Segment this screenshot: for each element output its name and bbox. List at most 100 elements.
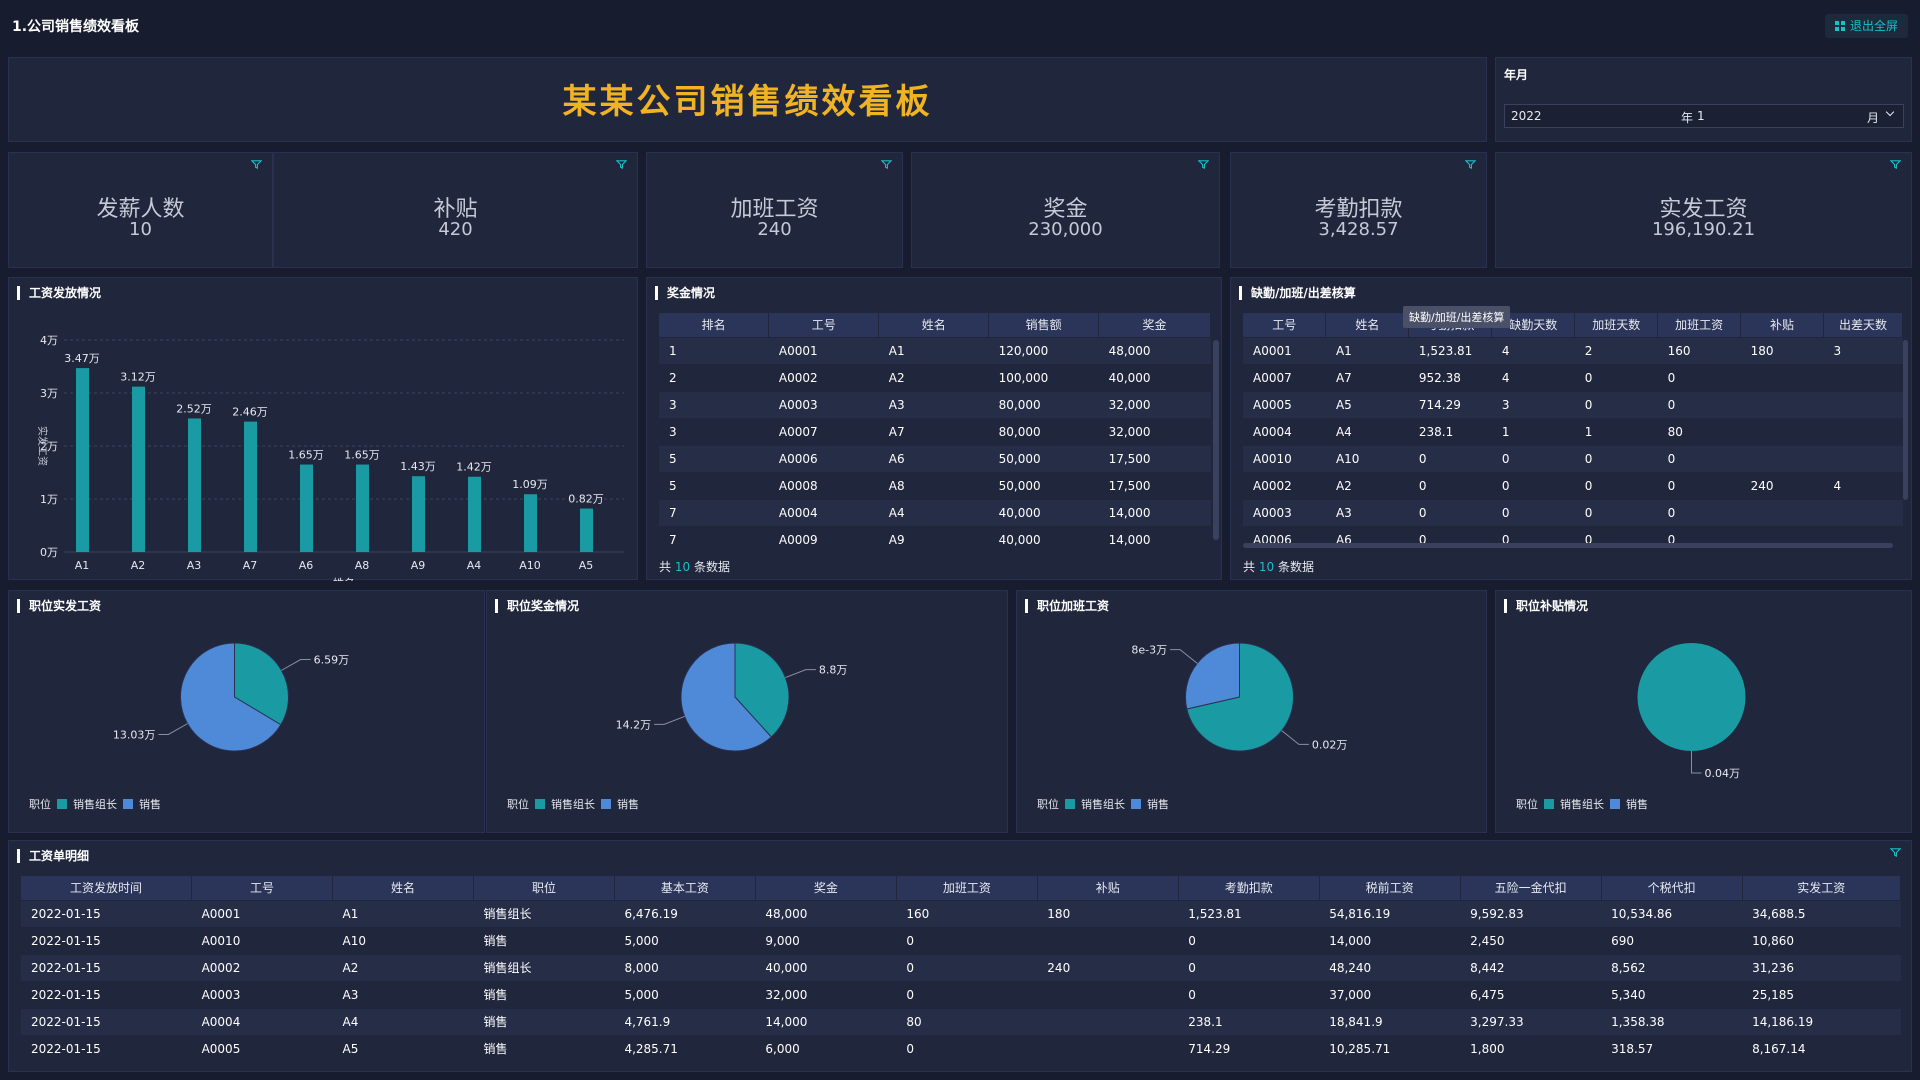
column-header[interactable]: 加班工资 (1657, 313, 1742, 337)
column-header[interactable]: 实发工资 (1742, 876, 1901, 900)
legend-item[interactable]: 销售组长 (1081, 798, 1125, 811)
bar[interactable] (580, 508, 593, 552)
pie-legend: 职位 销售组长 销售 (507, 796, 639, 812)
column-header[interactable]: 姓名 (332, 876, 474, 900)
pie-slice[interactable] (234, 642, 289, 726)
bar[interactable] (412, 476, 425, 552)
table-row[interactable]: 5 A0008 A8 50,000 17,500 (659, 471, 1211, 499)
table-row[interactable]: 3 A0003 A3 80,000 32,000 (659, 390, 1211, 418)
legend-item[interactable]: 销售 (139, 798, 161, 811)
legend-item[interactable]: 销售组长 (73, 798, 117, 811)
legend-item[interactable]: 销售组长 (551, 798, 595, 811)
x-tick-label: A9 (411, 559, 426, 572)
filter-icon[interactable] (1890, 159, 1901, 170)
column-header[interactable]: 基本工资 (614, 876, 756, 900)
table-row[interactable]: 2022-01-15 A0004 A4 销售 4,761.9 14,000 80 238.1 1… (21, 1007, 1901, 1035)
legend-title: 职位 (1037, 798, 1059, 811)
column-header[interactable]: 工资发放时间 (21, 876, 193, 900)
bar[interactable] (132, 386, 145, 552)
column-header[interactable]: 工号 (768, 313, 880, 337)
table-row[interactable]: 2022-01-15 A0001 A1 销售组长 6,476.19 48,000 160 18… (21, 899, 1901, 927)
legend-item[interactable]: 销售 (617, 798, 639, 811)
table-row[interactable]: 1 A0001 A1 120,000 48,000 (659, 336, 1211, 364)
table-cell: 4 (1823, 471, 1903, 499)
bar[interactable] (356, 464, 369, 552)
table-row[interactable]: A0003 A3 0 0 0 0 (1243, 498, 1903, 526)
legend-item[interactable]: 销售 (1626, 798, 1648, 811)
table-row[interactable]: 3 A0007 A7 80,000 32,000 (659, 417, 1211, 445)
year-month-select[interactable]: 2022 年 1 月 (1504, 104, 1904, 128)
table-cell: A0009 (768, 525, 879, 548)
legend-item[interactable]: 销售组长 (1560, 798, 1604, 811)
filter-icon[interactable] (616, 159, 627, 170)
bar[interactable] (300, 464, 313, 552)
column-header[interactable]: 奖金 (1098, 313, 1211, 337)
bar[interactable] (468, 476, 481, 552)
table-cell: A7 (1325, 363, 1409, 391)
table-row[interactable]: 2022-01-15 A0010 A10 销售 5,000 9,000 0 0 14,000 2,… (21, 926, 1901, 954)
pie-slice[interactable] (180, 642, 282, 752)
column-header[interactable]: 补贴 (1740, 313, 1824, 337)
pie-slice[interactable] (734, 642, 790, 738)
table-row[interactable]: 2022-01-15 A0002 A2 销售组长 8,000 40,000 0 240 0 48,… (21, 953, 1901, 981)
column-header[interactable]: 姓名 (1325, 313, 1410, 337)
bar[interactable] (188, 418, 201, 552)
table-row[interactable]: A0002 A2 0 0 0 0 240 4 (1243, 471, 1903, 499)
table-cell (1823, 390, 1903, 418)
bonus-table: 排名 工号 姓名 销售额 奖金 1 A0001 A1 120,000 48,000 2 A0002 A2… (659, 313, 1211, 548)
column-header[interactable]: 奖金 (755, 876, 897, 900)
table-row[interactable]: 2022-01-15 A0005 A5 销售 4,285.71 6,000 0 714.29 1… (21, 1034, 1901, 1062)
filter-icon[interactable] (251, 159, 262, 170)
table-cell: 8,442 (1460, 953, 1602, 981)
legend-swatch (535, 799, 545, 809)
table-row[interactable]: A0005 A5 714.29 3 0 0 (1243, 390, 1903, 418)
column-header[interactable]: 姓名 (878, 313, 990, 337)
pie-legend: 职位 销售组长 销售 (1037, 796, 1169, 812)
bar[interactable] (76, 368, 89, 552)
bar[interactable] (244, 421, 257, 552)
column-header[interactable]: 职位 (473, 876, 615, 900)
pie-data-label: 0.04万 (1705, 767, 1741, 780)
column-header[interactable]: 排名 (659, 313, 770, 337)
table-row[interactable]: A0006 A6 0 0 0 0 (1243, 525, 1903, 548)
filter-icon[interactable] (1890, 847, 1901, 858)
column-header[interactable]: 补贴 (1037, 876, 1179, 900)
table-row[interactable]: A0001 A1 1,523.81 4 2 160 180 3 (1243, 336, 1903, 364)
table-row[interactable]: A0007 A7 952.38 4 0 0 (1243, 363, 1903, 391)
table-row[interactable]: 7 A0009 A9 40,000 14,000 (659, 525, 1211, 548)
column-header[interactable]: 税前工资 (1319, 876, 1461, 900)
pie-slice[interactable] (1185, 642, 1240, 710)
table-cell: A0002 (768, 363, 879, 391)
column-header[interactable]: 考勤扣款 (1178, 876, 1320, 900)
table-cell: 5,000 (614, 926, 756, 954)
table-row[interactable]: 7 A0004 A4 40,000 14,000 (659, 498, 1211, 526)
column-header[interactable]: 加班工资 (896, 876, 1038, 900)
bonus-scrollbar[interactable] (1213, 340, 1219, 540)
column-header[interactable]: 五险一金代扣 (1460, 876, 1602, 900)
table-row[interactable]: 2022-01-15 A0003 A3 销售 5,000 32,000 0 0 37,000 6,… (21, 980, 1901, 1008)
pie-slice[interactable] (680, 642, 773, 752)
bar[interactable] (524, 494, 537, 552)
table-cell: 50,000 (988, 471, 1099, 499)
table-cell: A3 (332, 980, 474, 1008)
attendance-scrollbar-v[interactable] (1903, 340, 1908, 500)
column-header[interactable]: 工号 (191, 876, 334, 900)
filter-icon[interactable] (881, 159, 892, 170)
chevron-down-icon[interactable] (1885, 107, 1895, 117)
table-row[interactable]: A0004 A4 238.1 1 1 80 (1243, 417, 1903, 445)
filter-icon[interactable] (1198, 159, 1209, 170)
table-row[interactable]: 2 A0002 A2 100,000 40,000 (659, 363, 1211, 391)
column-header[interactable]: 加班天数 (1574, 313, 1659, 337)
filter-icon[interactable] (1465, 159, 1476, 170)
column-header[interactable]: 个税代扣 (1601, 876, 1743, 900)
attendance-scrollbar-h[interactable] (1243, 543, 1893, 548)
table-row[interactable]: 5 A0006 A6 50,000 17,500 (659, 444, 1211, 472)
exit-fullscreen-button[interactable]: 退出全屏 (1824, 14, 1908, 38)
column-header[interactable]: 销售额 (988, 313, 1100, 337)
column-header[interactable]: 工号 (1243, 313, 1327, 337)
table-row[interactable]: A0010 A10 0 0 0 0 (1243, 444, 1903, 472)
column-header[interactable]: 出差天数 (1823, 313, 1903, 337)
table-cell: 54,816.19 (1319, 899, 1461, 927)
pie-slice[interactable] (1637, 643, 1746, 751)
legend-item[interactable]: 销售 (1147, 798, 1169, 811)
